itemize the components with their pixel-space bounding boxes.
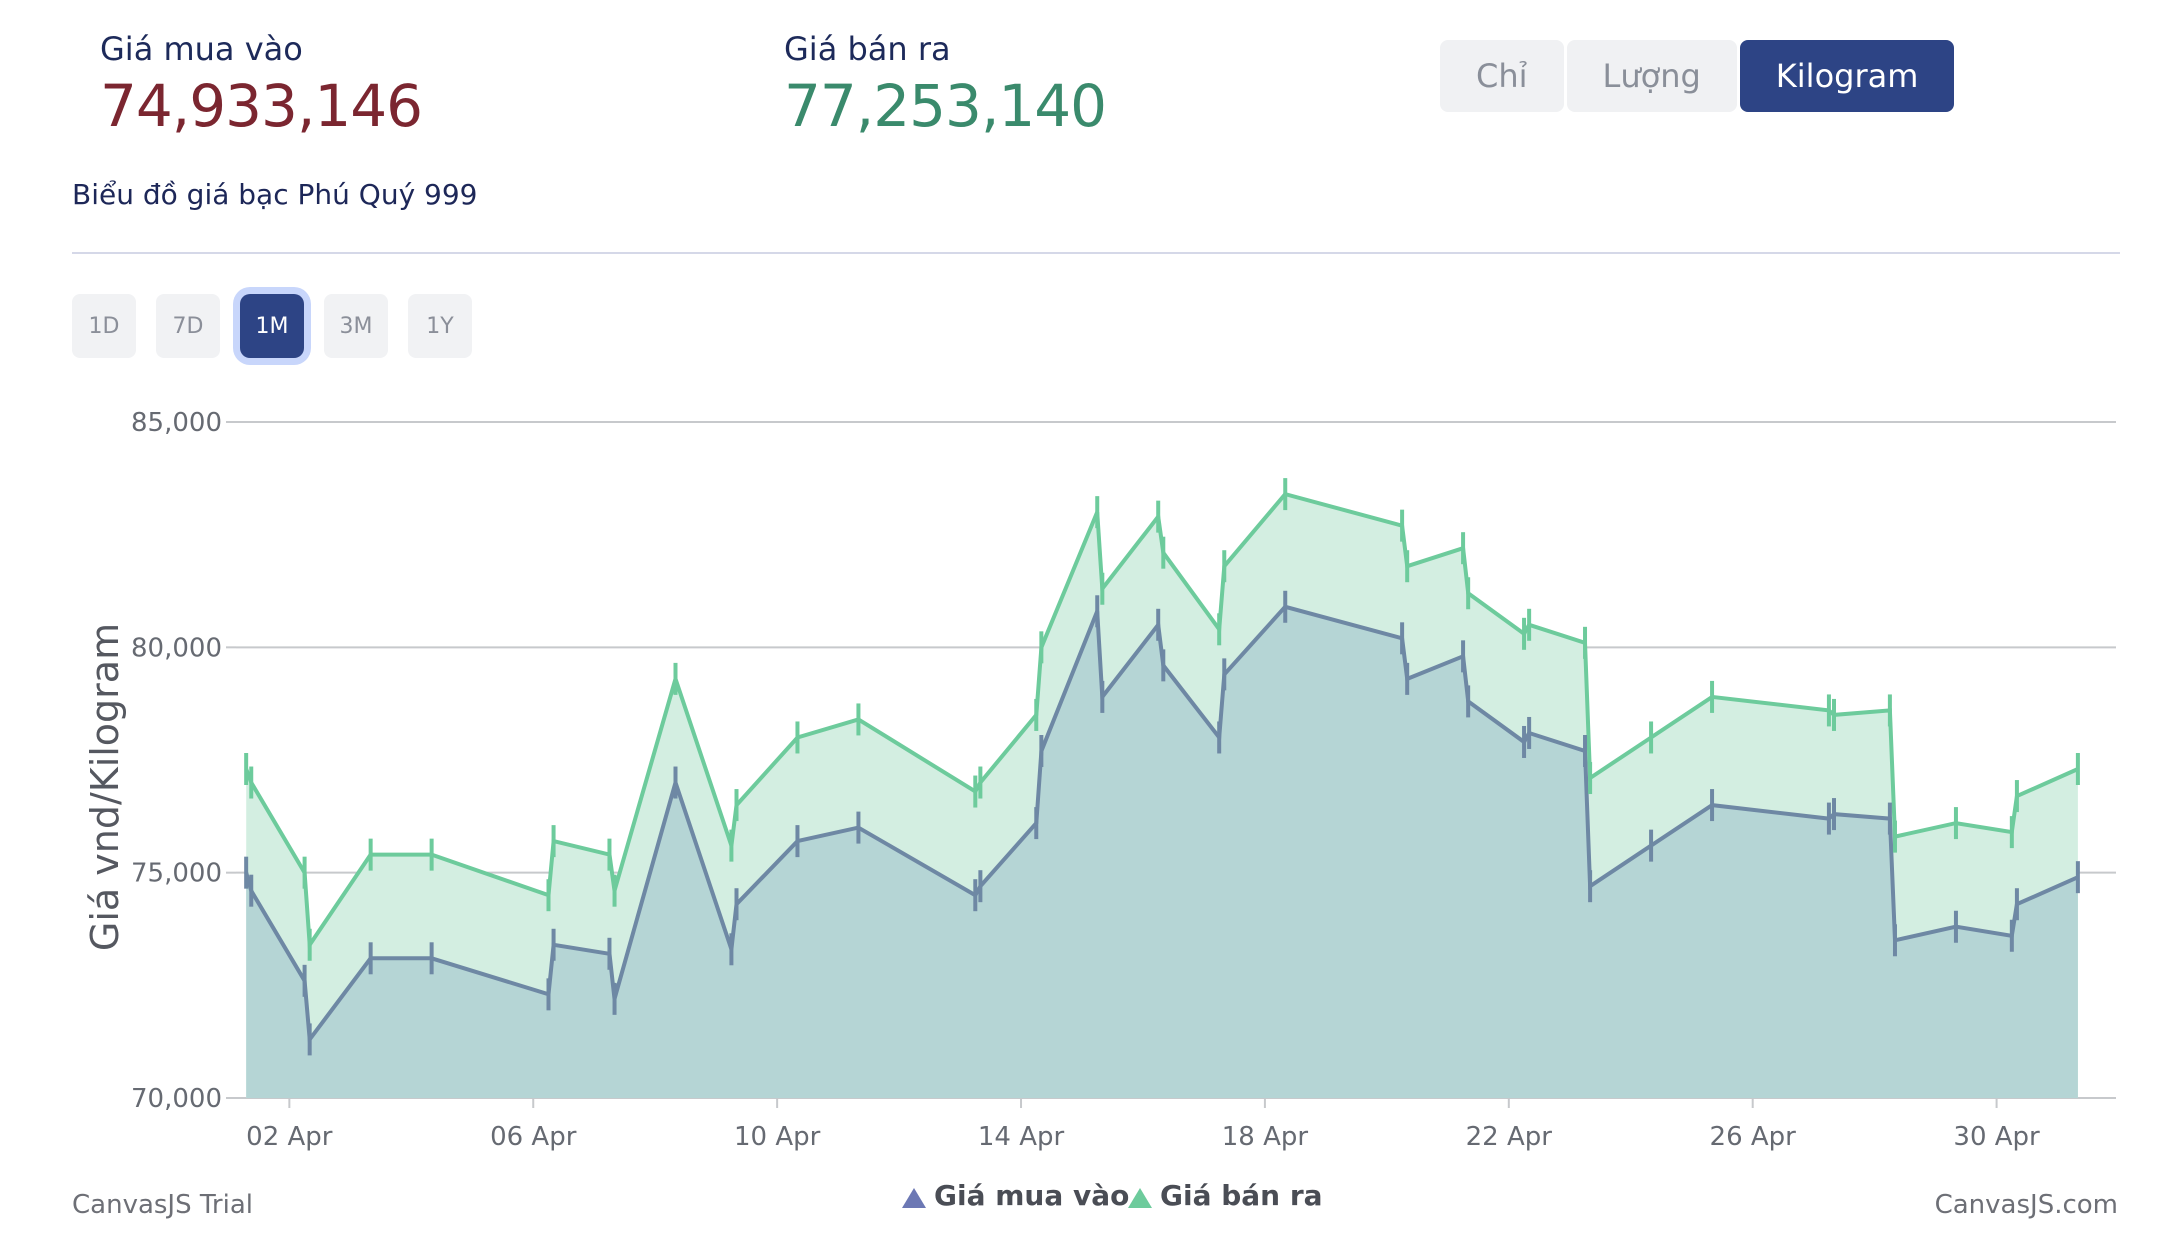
legend: Giá mua vào Giá bán ra [902,1179,1323,1212]
y-tick-label: 80,000 [131,633,222,663]
x-tick-label: 22 Apr [1466,1122,1553,1152]
x-tick-label: 30 Apr [1953,1122,2040,1152]
y-tick-label: 70,000 [131,1084,222,1114]
range-button-1y[interactable]: 1Y [408,294,472,358]
line-layer [244,478,2080,1056]
legend-item-sell[interactable]: Giá bán ra [1128,1179,1323,1212]
range-button-1d[interactable]: 1D [72,294,136,358]
range-tabs: 1D 7D 1M 3M 1Y [72,294,472,358]
x-tick-labels: 02 Apr 06 Apr 10 Apr 14 Apr 18 Apr 22 Apr 26 A… [246,1098,2040,1152]
x-tick-label: 10 Apr [734,1122,821,1152]
y-tick-labels: 85,000 80,000 75,000 70,000 [131,408,222,1114]
legend-sell-label: Giá bán ra [1160,1179,1323,1212]
price-chart: 85,000 80,000 75,000 70,000 02 Apr 06 Apr 10 … [72,408,2118,1220]
x-tick-label: 14 Apr [978,1122,1065,1152]
x-tick-label: 06 Apr [490,1122,577,1152]
buy-price-value: 74,933,146 [100,72,423,140]
y-tick-label: 75,000 [131,859,222,889]
buy-area [246,606,2078,1098]
legend-buy-label: Giá mua vào [934,1179,1129,1212]
buy-line[interactable] [244,604,2079,1045]
unit-button-kilogram[interactable]: Kilogram [1739,40,1955,112]
legend-item-buy[interactable]: Giá mua vào [902,1179,1129,1212]
x-tick-label: 18 Apr [1222,1122,1309,1152]
credit-canvasjs[interactable]: CanvasJS.com [1935,1190,2118,1220]
sell-line[interactable] [244,491,2079,951]
unit-button-chi[interactable]: Chỉ [1440,40,1564,112]
sell-price-value: 77,253,140 [784,72,1107,140]
x-tick-label: 26 Apr [1710,1122,1797,1152]
range-button-3m[interactable]: 3M [324,294,388,358]
divider [72,252,2120,254]
x-tick-label: 02 Apr [246,1122,333,1152]
legend-sell-marker [1128,1188,1152,1208]
credit-trial: CanvasJS Trial [72,1190,253,1220]
y-axis-label: Giá vnd/Kilogram [83,623,127,951]
chart-subtitle: Biểu đồ giá bạc Phú Quý 999 [72,178,478,211]
legend-buy-marker [902,1188,926,1208]
buy-price-block: Giá mua vào 74,933,146 [100,30,423,140]
sell-price-block: Giá bán ra 77,253,140 [784,30,1107,140]
sell-price-label: Giá bán ra [784,30,951,68]
buy-price-label: Giá mua vào [100,30,303,68]
range-button-1m[interactable]: 1M [240,294,304,358]
area-layer [246,494,2078,1099]
y-tick-label: 85,000 [131,408,222,438]
unit-button-luong[interactable]: Lượng [1566,40,1737,112]
range-button-7d[interactable]: 7D [156,294,220,358]
unit-toggle: Chỉ Lượng Kilogram [1440,40,1955,112]
